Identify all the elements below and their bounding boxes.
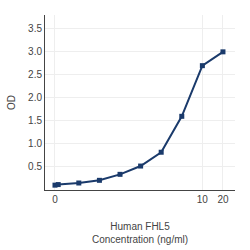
svg-text:3.0: 3.0 xyxy=(28,46,42,57)
svg-text:10: 10 xyxy=(197,194,209,205)
svg-text:20: 20 xyxy=(217,194,229,205)
svg-text:0.5: 0.5 xyxy=(28,161,42,172)
svg-text:1.0: 1.0 xyxy=(28,138,42,149)
svg-text:2.5: 2.5 xyxy=(28,69,42,80)
svg-text:3.5: 3.5 xyxy=(28,23,42,34)
svg-text:Human FHL5Concentration (ng/ml: Human FHL5Concentration (ng/ml) xyxy=(92,221,188,245)
svg-text:2.0: 2.0 xyxy=(28,92,42,103)
svg-text:1.5: 1.5 xyxy=(28,115,42,126)
svg-text:0: 0 xyxy=(52,194,58,205)
svg-text:OD: OD xyxy=(6,95,17,110)
